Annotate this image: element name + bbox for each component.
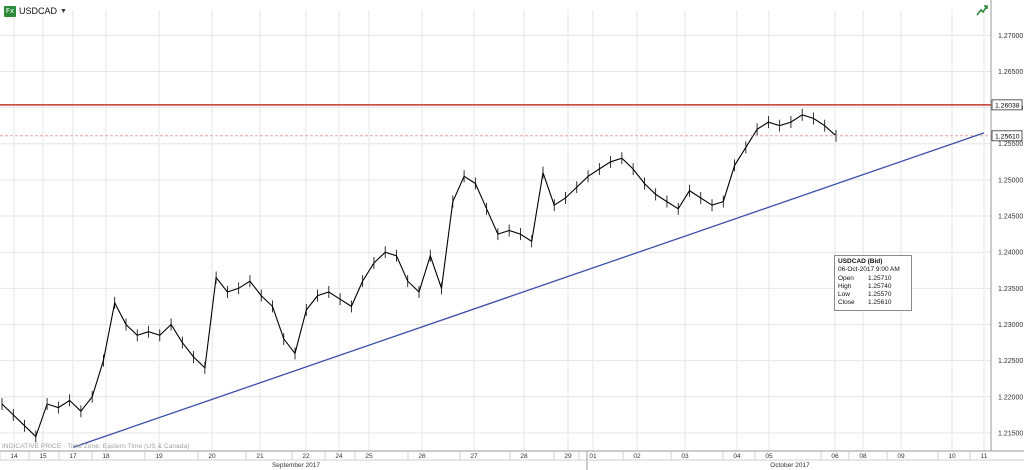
x-tick-label: 28 xyxy=(520,453,528,460)
current-price-label: 1.25610 xyxy=(995,133,1020,140)
x-tick-label: 18 xyxy=(102,453,110,460)
fx-icon[interactable]: Fx xyxy=(4,5,16,17)
x-tick-label: 25 xyxy=(365,453,373,460)
symbol-toolbar: Fx USDCAD ▼ xyxy=(4,4,67,18)
x-tick-label: 03 xyxy=(681,453,689,460)
indicative-price-note: INDICATIVE PRICE · Time Zone: Eastern Ti… xyxy=(2,443,190,450)
tooltip-row-close: Close 1.25610 xyxy=(838,299,892,307)
x-tick-label: 21 xyxy=(256,453,264,460)
x-tick-label: 29 xyxy=(564,453,572,460)
tooltip-row-open: Open 1.25710 xyxy=(838,274,892,282)
x-tick-label: 27 xyxy=(470,453,478,460)
y-tick-label: 1.22000 xyxy=(998,394,1023,401)
x-tick-label: 11 xyxy=(981,453,988,460)
x-tick-label: 08 xyxy=(859,453,867,460)
y-tick-label: 1.24000 xyxy=(998,250,1023,257)
ohlc-tooltip: USDCAD (Bid) 06-Oct-2017 9:00 AM Open 1.2… xyxy=(834,255,912,311)
x-tick-label: 04 xyxy=(733,453,741,460)
y-tick-label: 1.21500 xyxy=(998,430,1023,437)
tooltip-row-low: Low 1.25570 xyxy=(838,291,892,299)
tooltip-row-high: High 1.25740 xyxy=(838,282,892,290)
symbol-label[interactable]: USDCAD xyxy=(19,6,58,16)
resistance-price-label: 1.26038 xyxy=(995,102,1020,109)
y-tick-label: 1.22500 xyxy=(998,358,1023,365)
current-price-box xyxy=(991,130,1023,142)
x-tick-label: 05 xyxy=(765,453,773,460)
y-tick-label: 1.23500 xyxy=(998,286,1023,293)
trend-up-icon[interactable] xyxy=(976,4,988,16)
y-tick-label: 1.23000 xyxy=(998,322,1023,329)
x-month-label: September 2017 xyxy=(272,462,320,469)
x-tick-label: 26 xyxy=(418,453,426,460)
x-tick-label: 24 xyxy=(335,453,343,460)
y-tick-label: 1.25000 xyxy=(998,177,1023,184)
y-tick-label: 1.27000 xyxy=(998,33,1023,40)
x-tick-label: 02 xyxy=(633,453,641,460)
resistance-price-box xyxy=(991,99,1023,111)
trend-line xyxy=(72,132,985,448)
x-tick-label: 01 xyxy=(589,453,597,460)
y-tick-label: 1.26500 xyxy=(998,69,1023,76)
x-tick-label: 17 xyxy=(69,453,77,460)
tooltip-datetime: 06-Oct-2017 9:00 AM xyxy=(838,266,900,274)
x-month-label: October 2017 xyxy=(770,462,810,469)
x-tick-label: 15 xyxy=(39,453,47,460)
chevron-down-icon[interactable]: ▼ xyxy=(60,7,67,15)
x-tick-label: 20 xyxy=(208,453,216,460)
y-tick-label: 1.25500 xyxy=(998,141,1023,148)
x-tick-label: 14 xyxy=(10,453,18,460)
x-tick-label: 06 xyxy=(831,453,839,460)
y-tick-label: 1.24500 xyxy=(998,214,1023,221)
x-tick-label: 22 xyxy=(302,453,310,460)
tooltip-title: USDCAD (Bid) xyxy=(838,258,883,265)
x-tick-label: 09 xyxy=(897,453,905,460)
x-tick-label: 10 xyxy=(948,453,956,460)
x-tick-label: 19 xyxy=(155,453,163,460)
price-series-line xyxy=(1,114,837,438)
